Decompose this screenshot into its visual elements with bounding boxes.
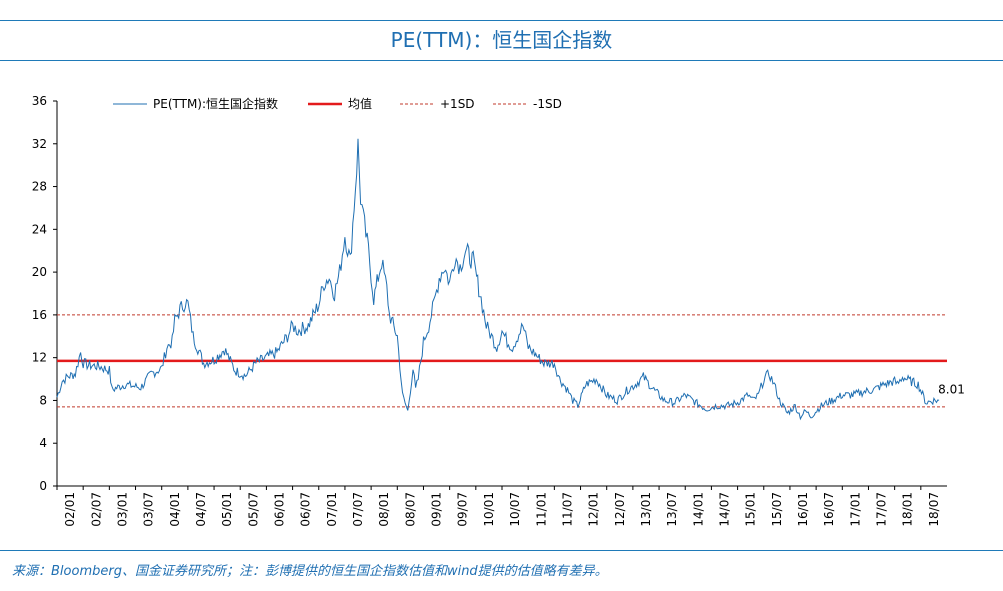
- x-tick-label: 17/01: [848, 492, 862, 527]
- x-tick-label: 05/01: [220, 492, 234, 527]
- x-tick-label: 06/01: [273, 492, 287, 527]
- legend-plus-1sd: +1SD: [400, 97, 475, 111]
- x-tick-label: 13/01: [639, 492, 653, 527]
- x-tick-label: 09/07: [456, 492, 470, 527]
- annotations: 8.01: [938, 382, 965, 396]
- legend-minus-1sd: -1SD: [493, 97, 562, 111]
- legend-mean: 均值: [308, 96, 372, 111]
- bottom-rule: [0, 550, 1003, 551]
- x-tick-label: 05/07: [246, 492, 260, 527]
- y-tick-label: 20: [32, 265, 47, 279]
- y-tick-label: 16: [32, 308, 47, 322]
- x-tick-label: 16/01: [796, 492, 810, 527]
- x-tick-label: 15/01: [744, 492, 758, 527]
- x-tick-label: 14/07: [718, 492, 732, 527]
- y-tick-label: 12: [32, 351, 47, 365]
- legend-mean-text: 均值: [348, 96, 372, 111]
- x-tick-label: 14/01: [691, 492, 705, 527]
- x-tick-label: 18/07: [927, 492, 941, 527]
- x-tick-label: 08/01: [377, 492, 391, 527]
- x-tick-label: 18/01: [901, 492, 915, 527]
- x-tick-label: 06/07: [299, 492, 313, 527]
- y-tick-label: 36: [32, 94, 47, 108]
- y-tick-label: 24: [32, 222, 47, 236]
- legend-minus-1sd-text: -1SD: [533, 97, 562, 111]
- legend-pe-ttm: PE(TTM):恒生国企指数: [113, 96, 278, 111]
- source-note: 来源：Bloomberg、国金证券研究所；注：彭博提供的恒生国企指数估值和win…: [12, 564, 608, 579]
- x-tick-label: 03/07: [142, 492, 156, 527]
- x-tick-label: 09/01: [430, 492, 444, 527]
- x-tick-label: 07/07: [351, 492, 365, 527]
- title-rule: [0, 60, 1003, 61]
- chart-title: PE(TTM)：恒生国企指数: [390, 28, 613, 52]
- x-tick-label: 02/01: [63, 492, 77, 527]
- axes: 0 4 8 12 16 20 24 28 32 36 02/01 02/07 03/01 03/07 04/…: [32, 94, 947, 527]
- x-tick-label: 11/01: [534, 492, 548, 527]
- top-rule: [0, 20, 1003, 21]
- x-tick-label: 07/01: [325, 492, 339, 527]
- reference-lines: [57, 314, 947, 408]
- y-tick-label: 8: [39, 393, 47, 407]
- last-value-label: 8.01: [938, 382, 965, 396]
- x-tick-label: 02/07: [89, 492, 103, 527]
- x-tick-label: 08/07: [403, 492, 417, 527]
- x-tick-label: 11/07: [560, 492, 574, 527]
- x-tick-label: 15/07: [770, 492, 784, 527]
- x-tick-label: 03/01: [115, 492, 129, 527]
- series-layer: [56, 138, 940, 421]
- legend: PE(TTM):恒生国企指数 均值 +1SD -1SD: [113, 96, 562, 111]
- x-tick-label: 12/07: [613, 492, 627, 527]
- x-tick-label: 04/07: [194, 492, 208, 527]
- y-tick-label: 32: [32, 137, 47, 151]
- x-tick-label: 04/01: [168, 492, 182, 527]
- y-tick-label: 0: [39, 479, 47, 493]
- legend-plus-1sd-text: +1SD: [440, 97, 475, 111]
- x-tick-label: 10/01: [482, 492, 496, 527]
- x-tick-label: 10/07: [508, 492, 522, 527]
- series-line-pe-ttm: [56, 138, 940, 421]
- y-tick-label: 28: [32, 180, 47, 194]
- legend-pe-ttm-text: PE(TTM):恒生国企指数: [153, 96, 278, 111]
- y-tick-label: 4: [39, 436, 47, 450]
- x-tick-label: 17/07: [875, 492, 889, 527]
- x-tick-label: 12/01: [587, 492, 601, 527]
- x-tick-label: 13/07: [665, 492, 679, 527]
- x-tick-label: 16/07: [822, 492, 836, 527]
